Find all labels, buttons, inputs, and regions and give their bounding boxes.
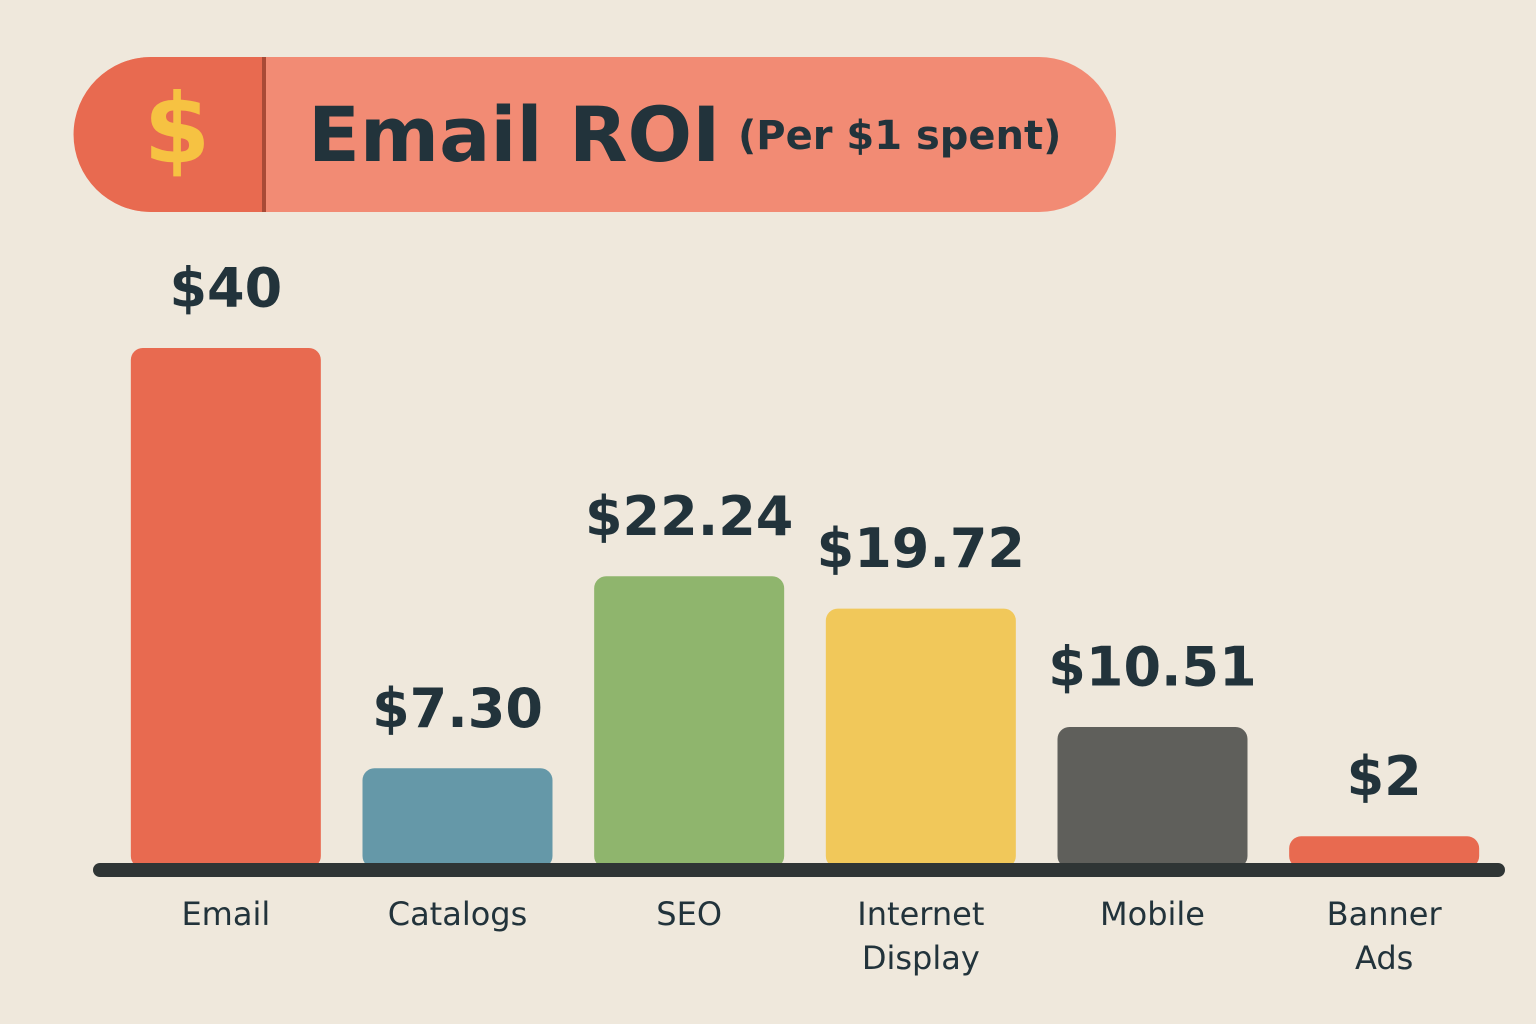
x-tick-label: Mobile <box>1100 895 1205 933</box>
value-label: $2 <box>1347 745 1422 808</box>
x-tick-label: Banner Ads <box>1326 895 1442 977</box>
bar <box>130 348 321 868</box>
badge-bg <box>73 57 264 212</box>
bar <box>825 608 1016 868</box>
value-label: $19.72 <box>817 517 1025 580</box>
badge-icon: $ <box>144 73 211 185</box>
chart-title: Email ROI <box>308 90 720 179</box>
bar <box>1289 836 1480 868</box>
bar <box>594 576 785 868</box>
x-tick-label: Internet Display <box>857 895 985 977</box>
value-label: $22.24 <box>585 485 793 548</box>
x-tick-label: Email <box>181 895 271 933</box>
value-label: $7.30 <box>372 677 543 740</box>
title-pill <box>74 57 1116 212</box>
value-label: $40 <box>169 257 282 320</box>
bar <box>362 768 553 868</box>
x-tick-label: SEO <box>656 895 723 933</box>
chart-subtitle: (Per $1 spent) <box>738 113 1061 159</box>
bar <box>1057 726 1248 868</box>
x-tick-label: Catalogs <box>387 895 528 933</box>
value-label: $10.51 <box>1048 636 1256 699</box>
